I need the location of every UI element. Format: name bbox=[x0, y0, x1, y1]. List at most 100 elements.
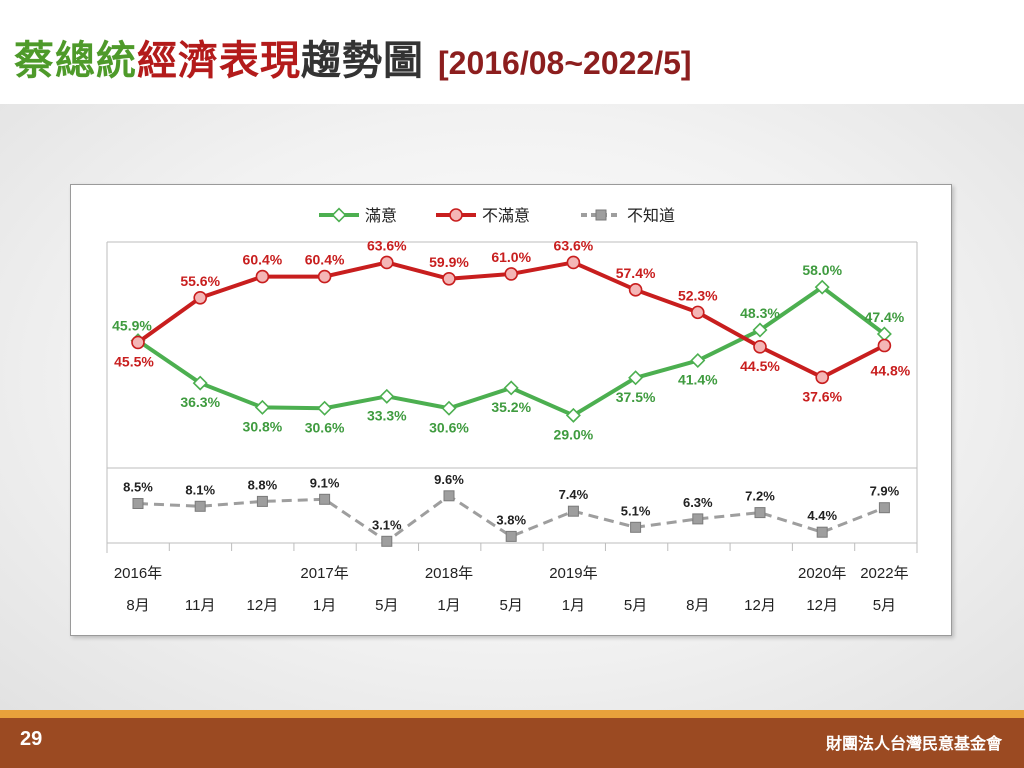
series-0-point-12 bbox=[876, 326, 892, 342]
series-2-point-8 bbox=[630, 521, 642, 533]
satisfied-label: 29.0% bbox=[554, 426, 594, 442]
series-2-point-10 bbox=[754, 507, 766, 519]
satisfied-label: 37.5% bbox=[616, 389, 656, 405]
series-1-point-8 bbox=[628, 283, 643, 297]
dissatisfied-label: 63.6% bbox=[554, 237, 594, 253]
dissatisfied-label: 59.9% bbox=[429, 254, 469, 270]
series-1-point-2 bbox=[255, 269, 270, 284]
title-part-president: 蔡總統 bbox=[14, 38, 137, 84]
series-2-point-7 bbox=[567, 505, 579, 517]
series-2-point-5 bbox=[443, 490, 455, 502]
x-month-label: 1月 bbox=[313, 597, 336, 614]
footer-accent-line bbox=[0, 710, 1024, 718]
unknown-label: 7.4% bbox=[559, 487, 589, 502]
series-1-point-12 bbox=[877, 338, 892, 353]
series-1-point-5 bbox=[442, 271, 456, 286]
chart-frame: 滿意 不滿意 不知道 45.9% 36.3% 30.8% 30.6% 33.3% 30.6% 35… bbox=[70, 184, 952, 636]
unknown-label: 8.5% bbox=[123, 480, 153, 495]
x-month-label: 12月 bbox=[806, 597, 838, 614]
x-year-label: 2017年 bbox=[300, 565, 348, 582]
slide-title: 蔡總統經濟表現趨勢圖 [2016/08~2022/5] bbox=[14, 28, 692, 86]
satisfied-label: 47.4% bbox=[865, 309, 905, 325]
series-0-point-5 bbox=[441, 400, 457, 416]
x-year-label: 2022年 bbox=[860, 565, 908, 582]
dissatisfied-label: 37.6% bbox=[802, 388, 842, 404]
satisfied-label: 30.6% bbox=[305, 419, 345, 435]
series-1-point-1 bbox=[193, 290, 207, 305]
satisfied-label: 30.8% bbox=[243, 418, 283, 434]
series-2-point-1 bbox=[194, 500, 206, 512]
footer-bar: 29 財團法人台灣民意基金會 bbox=[0, 718, 1024, 768]
satisfied-label: 58.0% bbox=[802, 262, 842, 278]
title-date-range: [2016/08~2022/5] bbox=[438, 45, 692, 81]
dissatisfied-label: 61.0% bbox=[491, 249, 531, 265]
x-month-label: 5月 bbox=[375, 597, 398, 614]
series-1-point-11 bbox=[815, 370, 830, 385]
line-chart: 滿意 不滿意 不知道 45.9% 36.3% 30.8% 30.6% 33.3% 30.6% 35… bbox=[106, 206, 918, 614]
satisfied-label: 41.4% bbox=[678, 372, 718, 388]
x-month-label: 12月 bbox=[744, 597, 776, 614]
series-0-point-8 bbox=[628, 370, 644, 386]
series-2-point-2 bbox=[256, 495, 268, 507]
series-1-point-10 bbox=[753, 340, 767, 354]
series-2-point-9 bbox=[692, 513, 704, 525]
unknown-label: 9.1% bbox=[310, 475, 340, 490]
dissatisfied-label: 52.3% bbox=[678, 287, 718, 303]
legend-label-0: 滿意 bbox=[365, 206, 397, 225]
series-1-point-7 bbox=[566, 255, 581, 270]
satisfied-label: 33.3% bbox=[367, 407, 407, 423]
series-2-point-12 bbox=[878, 502, 890, 514]
x-month-label: 5月 bbox=[500, 597, 523, 614]
legend-marker-2 bbox=[595, 209, 607, 221]
title-part-trend: 趨勢圖 bbox=[301, 38, 424, 84]
dissatisfied-label: 44.8% bbox=[871, 363, 911, 379]
satisfied-label: 35.2% bbox=[491, 399, 531, 415]
series-1-point-0 bbox=[131, 335, 145, 350]
series-0-point-6 bbox=[503, 380, 519, 396]
series-0-point-10 bbox=[752, 322, 768, 338]
x-year-label: 2020年 bbox=[798, 565, 846, 582]
series-0-point-11 bbox=[814, 279, 830, 295]
series-2-point-11 bbox=[816, 526, 828, 538]
unknown-label: 4.4% bbox=[807, 508, 837, 523]
x-year-label: 2016年 bbox=[114, 565, 162, 582]
series-1-point-6 bbox=[504, 267, 519, 281]
dissatisfied-label: 55.6% bbox=[180, 273, 220, 289]
series-2-point-3 bbox=[319, 493, 331, 505]
title-part-economy: 經濟表現 bbox=[137, 38, 301, 84]
x-month-label: 12月 bbox=[247, 597, 279, 614]
legend-marker-1 bbox=[449, 208, 463, 222]
series-1-point-3 bbox=[317, 269, 332, 284]
x-month-label: 8月 bbox=[126, 597, 149, 614]
series-0-point-1 bbox=[192, 375, 208, 391]
x-month-label: 8月 bbox=[686, 597, 709, 614]
dissatisfied-label: 60.4% bbox=[243, 252, 283, 268]
satisfied-label: 36.3% bbox=[180, 394, 220, 410]
x-month-label: 5月 bbox=[624, 597, 647, 614]
dissatisfied-label: 45.5% bbox=[114, 353, 154, 369]
dissatisfied-label: 60.4% bbox=[305, 252, 345, 268]
satisfied-label: 48.3% bbox=[740, 305, 780, 321]
legend-marker-0 bbox=[331, 207, 347, 223]
legend-label-1: 不滿意 bbox=[482, 206, 530, 225]
x-month-label: 5月 bbox=[873, 597, 896, 614]
unknown-label: 3.1% bbox=[372, 517, 402, 532]
page-number: 29 bbox=[20, 728, 43, 750]
unknown-label: 8.1% bbox=[185, 482, 215, 497]
unknown-label: 5.1% bbox=[621, 503, 651, 518]
unknown-label: 9.6% bbox=[434, 472, 464, 487]
series-0-point-4 bbox=[379, 388, 395, 404]
unknown-label: 7.9% bbox=[870, 484, 900, 499]
satisfied-label: 30.6% bbox=[429, 419, 469, 435]
dissatisfied-label: 63.6% bbox=[367, 237, 407, 253]
organization-name: 財團法人台灣民意基金會 bbox=[825, 734, 1002, 753]
series-0-point-3 bbox=[317, 400, 333, 416]
series-2-point-6 bbox=[505, 530, 517, 542]
unknown-label: 3.8% bbox=[496, 512, 526, 527]
series-0-point-7 bbox=[565, 407, 581, 423]
x-month-label: 1月 bbox=[437, 597, 460, 614]
x-month-label: 11月 bbox=[185, 597, 216, 614]
x-year-label: 2019年 bbox=[549, 565, 597, 582]
x-year-label: 2018年 bbox=[425, 565, 473, 582]
satisfied-label: 45.9% bbox=[112, 318, 152, 334]
